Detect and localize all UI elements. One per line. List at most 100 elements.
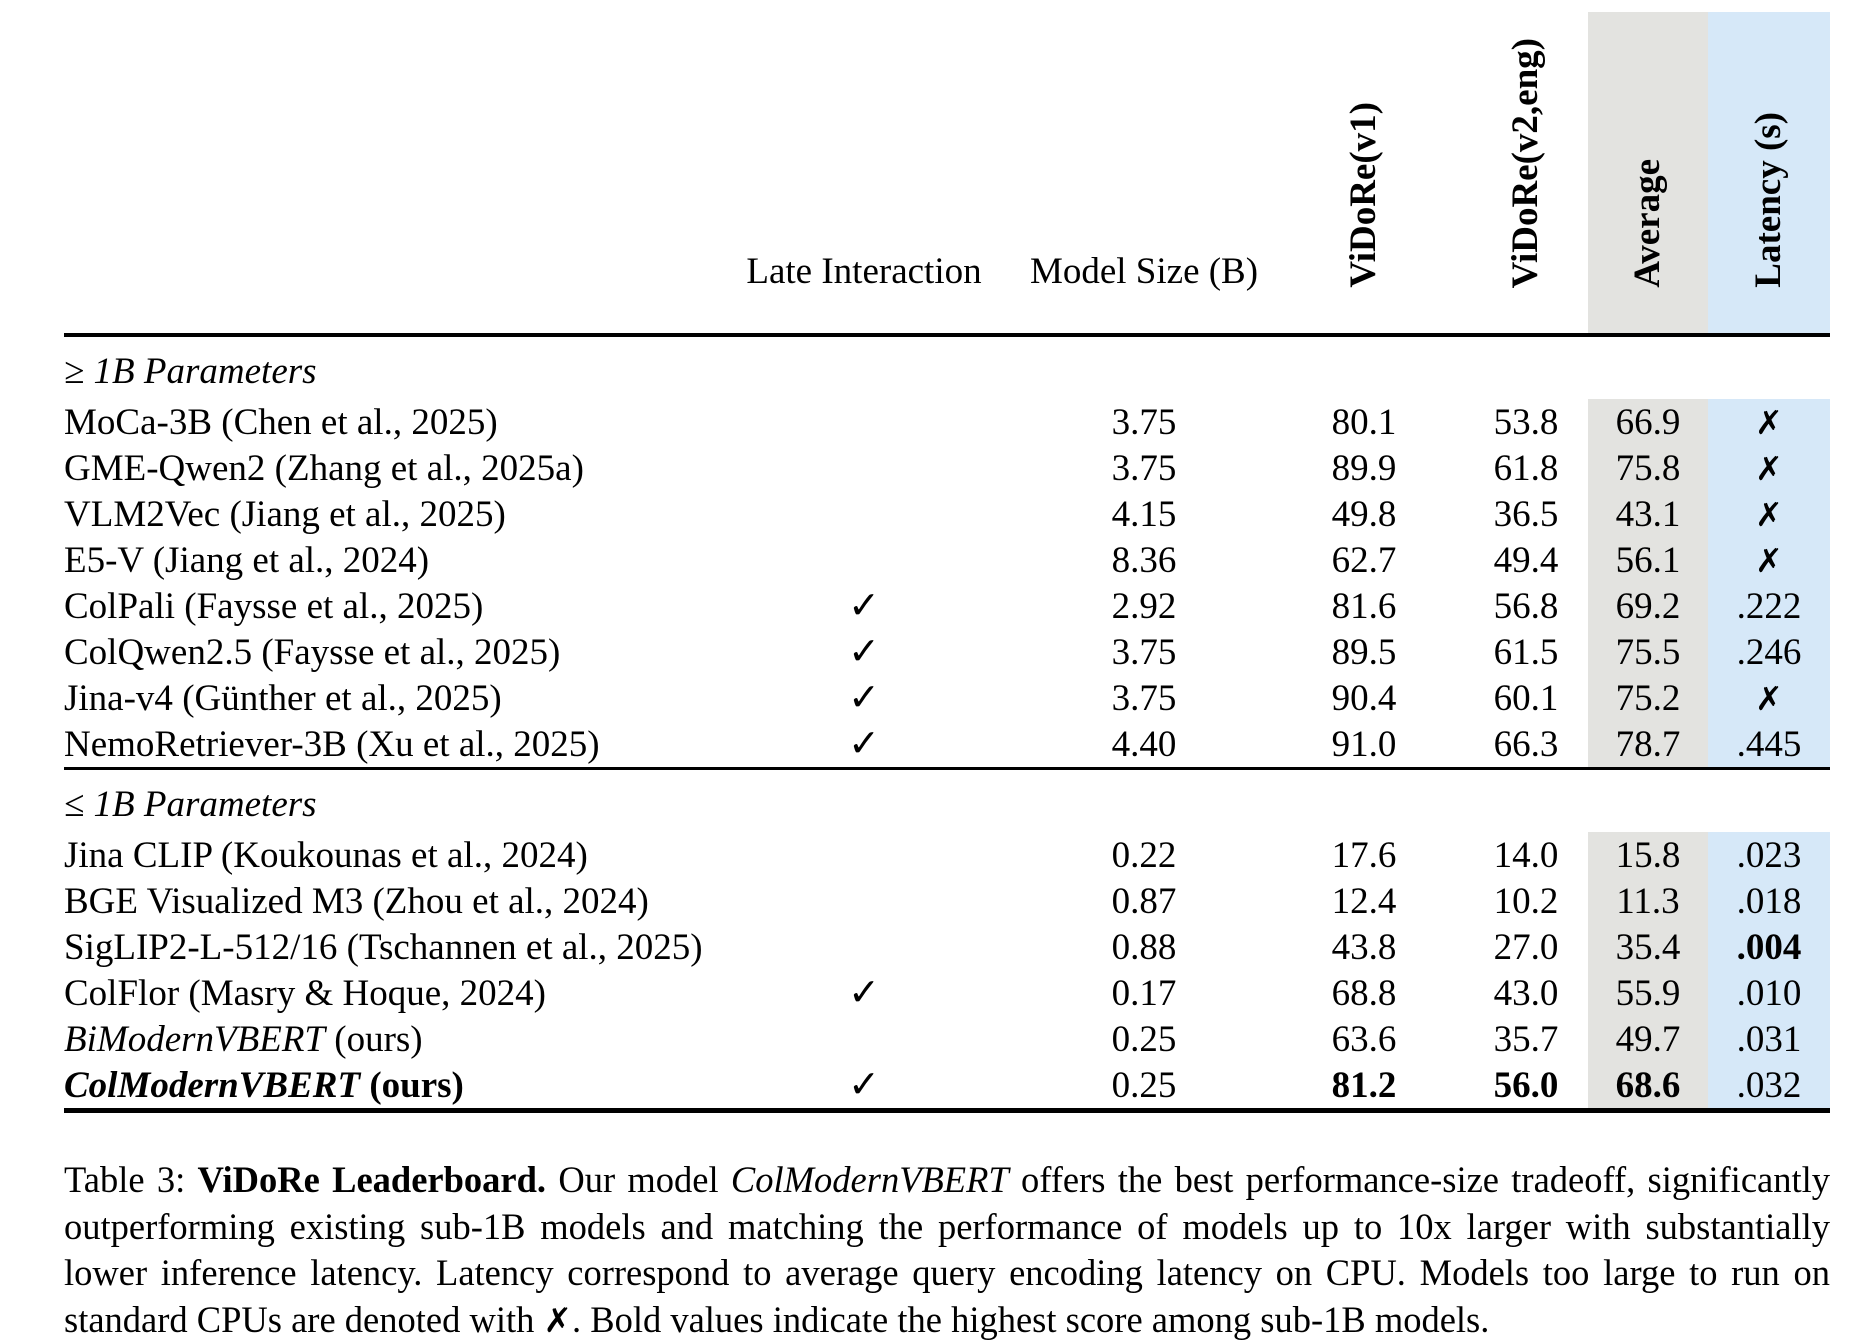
average-cell: 69.2 xyxy=(1588,583,1708,629)
col-header-late-interaction-label: Late Interaction xyxy=(746,251,982,292)
vidore-v2-cell: 10.2 xyxy=(1493,880,1559,922)
late-interaction-cell xyxy=(704,445,1024,491)
col-header-model-size-label: Model Size (B) xyxy=(1029,251,1259,292)
model-citation: (ours) xyxy=(360,1064,464,1106)
average-cell: 75.8 xyxy=(1588,445,1708,491)
model-citation: (Zhang et al., 2025a) xyxy=(265,447,584,489)
late-interaction-cell: ✓ xyxy=(704,629,1024,675)
model-citation: (Tschannen et al., 2025) xyxy=(337,926,703,968)
caption-segment: . Bold values indicate the highest score… xyxy=(571,1299,1490,1341)
model-cell: ColQwen2.5 (Faysse et al., 2025) xyxy=(64,629,704,675)
late-interaction-cell xyxy=(704,924,1024,970)
caption-segment: offers the best performance-size tradeof… xyxy=(64,1159,1830,1341)
model-name: NemoRetriever-3B xyxy=(64,723,347,765)
vidore-v1-cell: 81.2 xyxy=(1331,1064,1397,1106)
header-row: Late Interaction Model Size (B) ViDoRe(v… xyxy=(64,12,1830,337)
table-row: ColQwen2.5 (Faysse et al., 2025) ✓ 3.75 89.… xyxy=(64,629,1830,675)
late-interaction-cell xyxy=(704,1016,1024,1062)
model-name: VLM2Vec xyxy=(64,493,221,535)
model-size-cell: 0.17 xyxy=(1111,972,1177,1014)
cross-icon: ✗ xyxy=(1755,402,1783,442)
latency-cell: ✗ xyxy=(1708,537,1830,583)
late-interaction-cell: ✓ xyxy=(704,970,1024,1016)
model-citation: (ours) xyxy=(325,1018,423,1060)
checkmark-icon: ✓ xyxy=(848,1061,880,1106)
model-name: SigLIP2-L-512/16 xyxy=(64,926,338,968)
vidore-v2-cell: 56.8 xyxy=(1493,585,1559,627)
caption-segment: Our model xyxy=(546,1159,731,1200)
model-size-cell: 3.75 xyxy=(1111,677,1177,719)
col-header-latency-label: Latency (s) xyxy=(1747,112,1789,288)
vidore-v2-cell: 35.7 xyxy=(1493,1018,1559,1060)
latency-cell: ✗ xyxy=(1708,445,1830,491)
table-row: ColPali (Faysse et al., 2025) ✓ 2.92 81.6 56… xyxy=(64,583,1830,629)
table-row: GME-Qwen2 (Zhang et al., 2025a) 3.75 89.9 6… xyxy=(64,445,1830,491)
vidore-v1-cell: 62.7 xyxy=(1331,539,1397,581)
checkmark-icon: ✓ xyxy=(848,628,880,673)
vidore-v1-cell: 63.6 xyxy=(1331,1018,1397,1060)
vidore-v1-cell: 68.8 xyxy=(1331,972,1397,1014)
model-cell: ColFlor (Masry & Hoque, 2024) xyxy=(64,970,704,1016)
col-header-latency: Latency (s) xyxy=(1708,12,1830,337)
section-header-label: ≥ 1B Parameters xyxy=(64,350,317,392)
model-size-cell: 4.15 xyxy=(1111,493,1177,535)
model-cell: ColPali (Faysse et al., 2025) xyxy=(64,583,704,629)
late-interaction-cell xyxy=(704,399,1024,445)
vidore-v2-cell: 66.3 xyxy=(1493,723,1559,765)
late-interaction-cell: ✓ xyxy=(704,721,1024,769)
results-table: Late Interaction Model Size (B) ViDoRe(v… xyxy=(64,12,1830,1113)
model-size-cell: 8.36 xyxy=(1111,539,1177,581)
average-cell: 55.9 xyxy=(1588,970,1708,1016)
vidore-v1-cell: 89.5 xyxy=(1331,631,1397,673)
average-cell: 43.1 xyxy=(1588,491,1708,537)
vidore-v2-cell: 36.5 xyxy=(1493,493,1559,535)
average-cell: 35.4 xyxy=(1588,924,1708,970)
col-header-average: Average xyxy=(1588,12,1708,337)
table-body: ≥ 1B Parameters MoCa-3B (Chen et al., 202… xyxy=(64,335,1830,1111)
section-header-row: ≥ 1B Parameters xyxy=(64,335,1830,399)
late-interaction-cell: ✓ xyxy=(704,583,1024,629)
checkmark-icon: ✓ xyxy=(848,582,880,627)
vidore-v1-cell: 91.0 xyxy=(1331,723,1397,765)
model-name: ColModernVBERT xyxy=(64,1064,361,1106)
model-citation: (Zhou et al., 2024) xyxy=(363,880,649,922)
model-cell: MoCa-3B (Chen et al., 2025) xyxy=(64,399,704,445)
model-size-cell: 4.40 xyxy=(1111,723,1177,765)
col-header-average-label: Average xyxy=(1626,159,1668,288)
model-name: ColFlor xyxy=(64,972,180,1014)
vidore-v2-cell: 60.1 xyxy=(1493,677,1559,719)
vidore-v1-cell: 49.8 xyxy=(1331,493,1397,535)
model-citation: (Günther et al., 2025) xyxy=(172,677,502,719)
vidore-v2-cell: 61.8 xyxy=(1493,447,1559,489)
col-header-vidore-v1: ViDoRe(v1) xyxy=(1264,12,1464,337)
checkmark-icon: ✓ xyxy=(848,720,880,765)
vidore-v1-cell: 12.4 xyxy=(1331,880,1397,922)
model-name: E5-V xyxy=(64,539,144,581)
late-interaction-cell xyxy=(704,878,1024,924)
table-row: Jina CLIP (Koukounas et al., 2024) 0.22 17… xyxy=(64,832,1830,878)
table-row: MoCa-3B (Chen et al., 2025) 3.75 80.1 53.8 6… xyxy=(64,399,1830,445)
late-interaction-cell: ✓ xyxy=(704,675,1024,721)
latency-cell: .031 xyxy=(1708,1016,1830,1062)
latency-cell: ✗ xyxy=(1708,675,1830,721)
model-size-cell: 3.75 xyxy=(1111,401,1177,443)
model-citation: (Jiang et al., 2024) xyxy=(143,539,430,581)
model-cell: SigLIP2-L-512/16 (Tschannen et al., 2025… xyxy=(64,924,704,970)
model-citation: (Faysse et al., 2025) xyxy=(175,585,484,627)
table-row: BGE Visualized M3 (Zhou et al., 2024) 0.8… xyxy=(64,878,1830,924)
model-citation: (Faysse et al., 2025) xyxy=(252,631,561,673)
col-header-late-interaction: Late Interaction xyxy=(704,12,1024,337)
vidore-v2-cell: 14.0 xyxy=(1493,834,1559,876)
cross-icon: ✗ xyxy=(1755,540,1783,580)
latency-cell: .004 xyxy=(1708,924,1830,970)
model-size-cell: 0.88 xyxy=(1111,926,1177,968)
average-cell: 75.2 xyxy=(1588,675,1708,721)
model-name: GME-Qwen2 xyxy=(64,447,266,489)
model-cell: NemoRetriever-3B (Xu et al., 2025) xyxy=(64,721,704,769)
vidore-v1-cell: 89.9 xyxy=(1331,447,1397,489)
model-cell: BGE Visualized M3 (Zhou et al., 2024) xyxy=(64,878,704,924)
vidore-v1-cell: 80.1 xyxy=(1331,401,1397,443)
table-row: SigLIP2-L-512/16 (Tschannen et al., 2025… xyxy=(64,924,1830,970)
vidore-v1-cell: 90.4 xyxy=(1331,677,1397,719)
